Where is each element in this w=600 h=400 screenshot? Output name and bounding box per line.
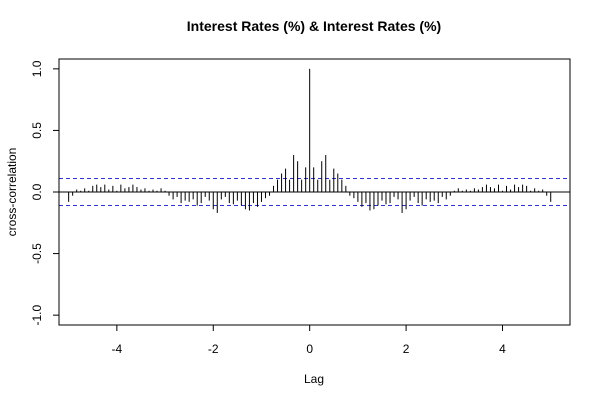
y-tick-label: 1.0 [30,60,44,77]
x-tick-label: 4 [499,342,506,356]
y-axis-label: cross-correlation [5,148,19,237]
chart-title: Interest Rates (%) & Interest Rates (%) [187,18,441,34]
bars-layer [68,68,552,213]
y-tick-label: 0.0 [30,183,44,200]
x-axis-label: Lag [304,372,324,386]
y-axis: -1.0 -0.5 0.0 0.5 1.0 [30,60,60,325]
x-tick-label: -2 [208,342,219,356]
y-tick-label: -1.0 [30,304,44,325]
x-axis: -4 -2 0 2 4 [112,324,506,356]
x-tick-label: 2 [403,342,410,356]
x-tick-label: -4 [112,342,123,356]
confidence-bounds-layer [59,177,570,207]
x-tick-label: 0 [306,342,313,356]
y-tick-label: 0.5 [30,122,44,139]
y-tick-label: -0.5 [30,243,44,264]
